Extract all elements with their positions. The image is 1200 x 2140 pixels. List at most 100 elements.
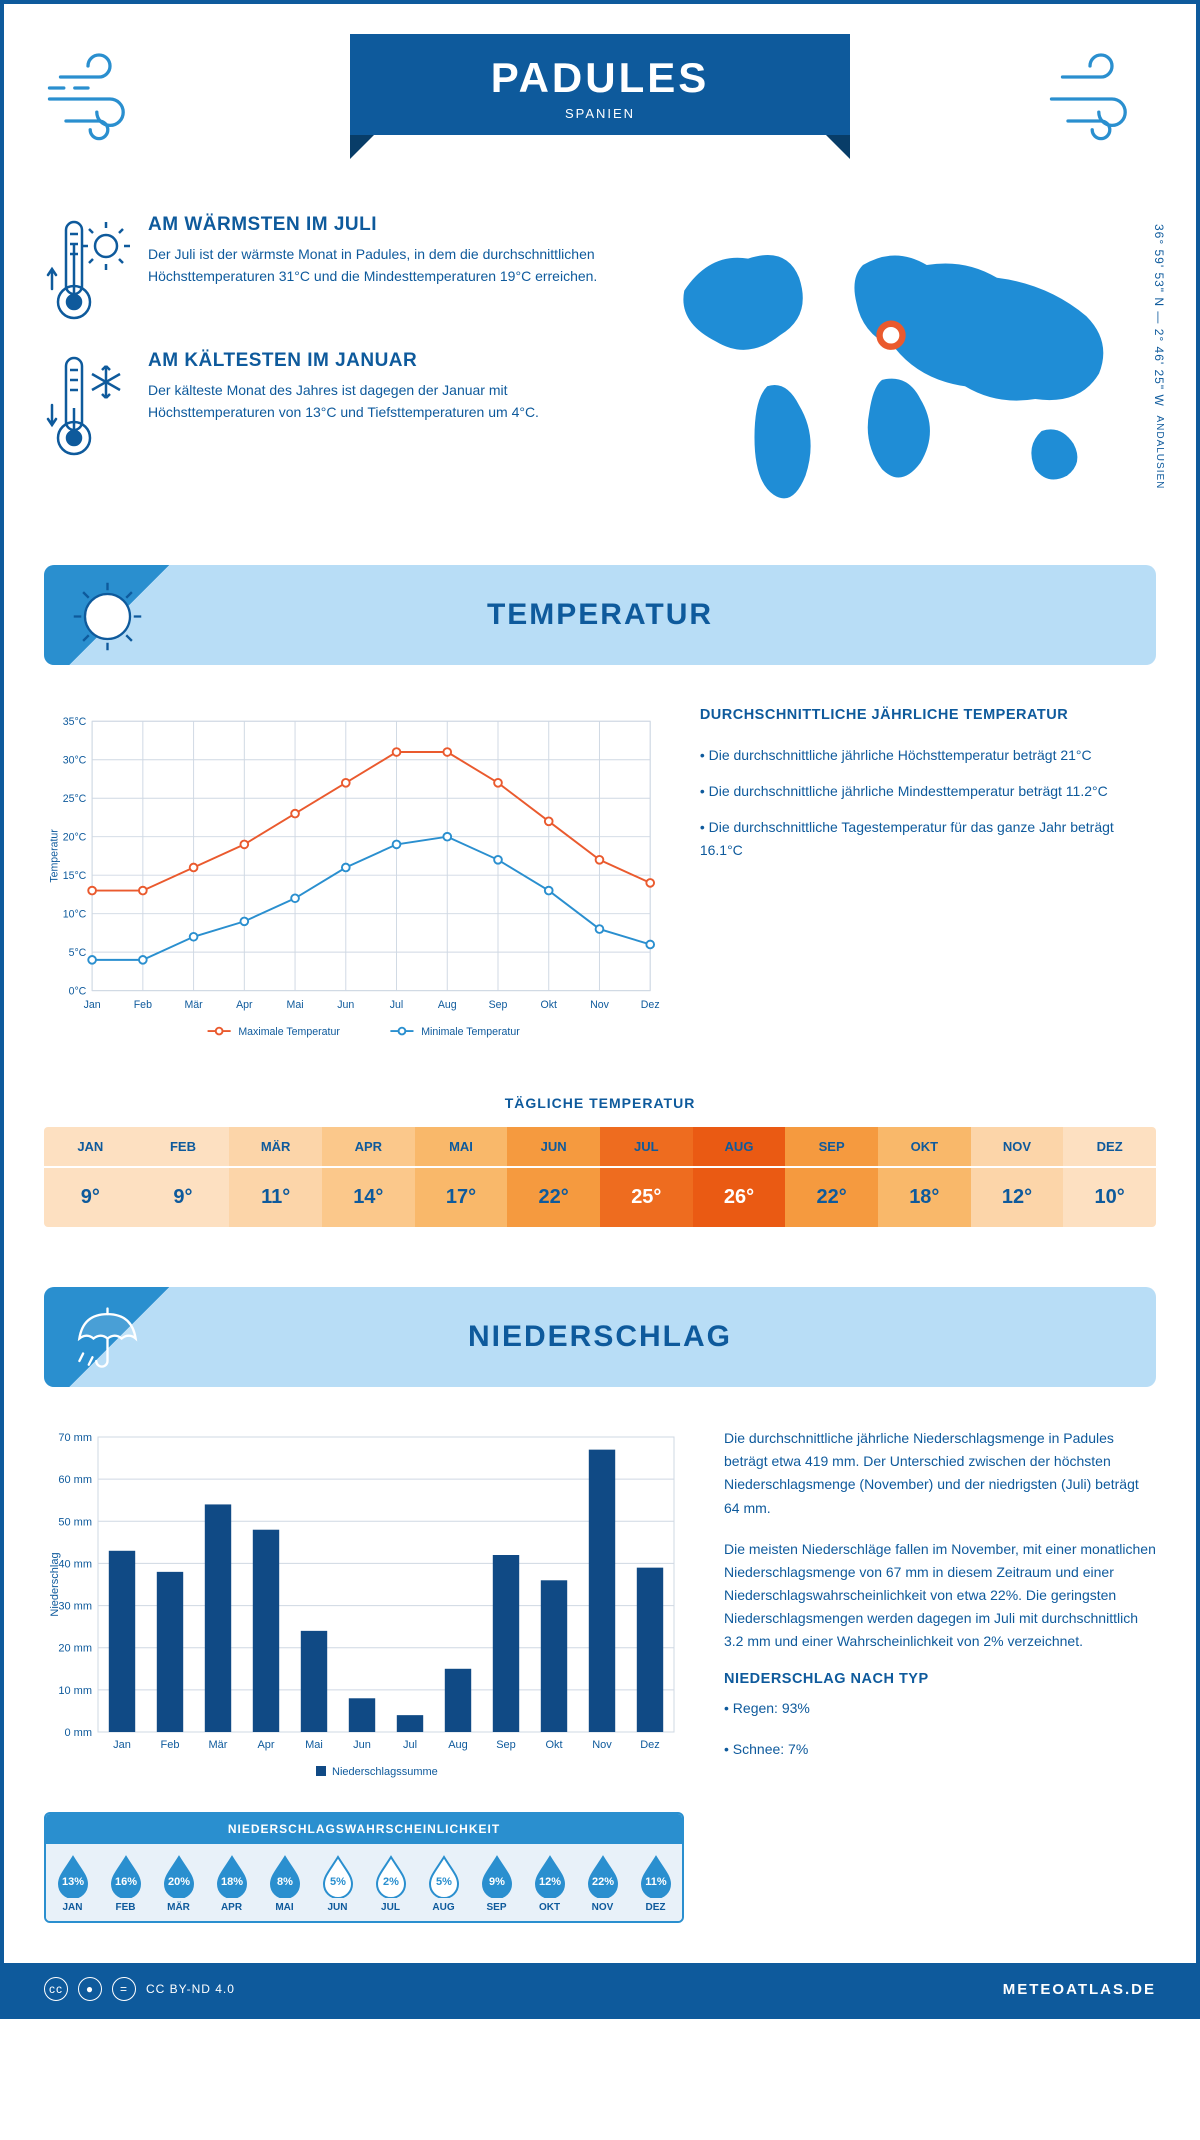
page-subtitle: SPANIEN <box>430 106 770 121</box>
fact-text: Der kälteste Monat des Jahres ist dagege… <box>148 380 606 423</box>
svg-text:2%: 2% <box>383 1876 399 1888</box>
table-header: NOV <box>971 1127 1064 1168</box>
table-cell: 22° <box>507 1168 600 1227</box>
svg-text:12%: 12% <box>538 1876 560 1888</box>
table-cell: 11° <box>229 1168 322 1227</box>
world-map <box>646 214 1156 520</box>
svg-text:0°C: 0°C <box>69 986 87 998</box>
precip-type: • Regen: 93% <box>724 1697 1156 1720</box>
svg-text:Okt: Okt <box>545 1739 562 1751</box>
cc-icon: cc <box>44 1977 68 2001</box>
prob-cell: 2%JUL <box>364 1844 417 1921</box>
svg-text:Aug: Aug <box>438 999 457 1011</box>
svg-text:Jun: Jun <box>353 1739 371 1751</box>
table-header: MÄR <box>229 1127 322 1168</box>
precip-para: Die durchschnittliche jährliche Niedersc… <box>724 1427 1156 1519</box>
table-header: DEZ <box>1063 1127 1156 1168</box>
table-header: SEP <box>785 1127 878 1168</box>
svg-text:Apr: Apr <box>236 999 253 1011</box>
temp-bullet: • Die durchschnittliche jährliche Mindes… <box>700 780 1156 802</box>
nd-icon: = <box>112 1977 136 2001</box>
fact-coldest: AM KÄLTESTEN IM JANUAR Der kälteste Mona… <box>44 350 606 460</box>
svg-text:22%: 22% <box>591 1876 613 1888</box>
table-cell: 10° <box>1063 1168 1156 1227</box>
svg-text:Niederschlag: Niederschlag <box>49 1553 61 1617</box>
svg-text:Dez: Dez <box>640 1739 660 1751</box>
fact-warmest: AM WÄRMSTEN IM JULI Der Juli ist der wär… <box>44 214 606 324</box>
table-cell: 9° <box>44 1168 137 1227</box>
prob-cell: 11%DEZ <box>629 1844 682 1921</box>
svg-text:Dez: Dez <box>641 999 660 1011</box>
svg-text:Nov: Nov <box>592 1739 612 1751</box>
title-banner: PADULES SPANIEN <box>350 34 850 135</box>
table-header: JUL <box>600 1127 693 1168</box>
svg-text:30 mm: 30 mm <box>58 1601 92 1613</box>
table-cell: 22° <box>785 1168 878 1227</box>
svg-text:Jul: Jul <box>403 1739 417 1751</box>
footer: cc ● = CC BY-ND 4.0 METEOATLAS.DE <box>4 1963 1196 2015</box>
svg-text:Apr: Apr <box>257 1739 274 1751</box>
svg-text:10°C: 10°C <box>63 909 87 921</box>
svg-text:Mär: Mär <box>209 1739 228 1751</box>
precip-type: • Schnee: 7% <box>724 1738 1156 1761</box>
svg-text:35°C: 35°C <box>63 716 87 728</box>
svg-text:18%: 18% <box>220 1876 242 1888</box>
header: PADULES SPANIEN <box>44 34 1156 184</box>
svg-text:Mär: Mär <box>184 999 203 1011</box>
section-title: TEMPERATUR <box>487 598 713 632</box>
table-cell: 26° <box>693 1168 786 1227</box>
svg-text:5%: 5% <box>436 1876 452 1888</box>
svg-text:20%: 20% <box>167 1876 189 1888</box>
svg-text:Minimale Temperatur: Minimale Temperatur <box>421 1026 520 1038</box>
svg-text:Temperatur: Temperatur <box>48 829 60 883</box>
svg-text:30°C: 30°C <box>63 755 87 767</box>
svg-text:Niederschlagssumme: Niederschlagssumme <box>332 1766 438 1778</box>
daily-temp-label: TÄGLICHE TEMPERATUR <box>44 1095 1156 1111</box>
svg-text:40 mm: 40 mm <box>58 1559 92 1571</box>
svg-text:Maximale Temperatur: Maximale Temperatur <box>238 1026 340 1038</box>
svg-text:Mai: Mai <box>287 999 304 1011</box>
prob-cell: 20%MÄR <box>152 1844 205 1921</box>
fact-title: AM KÄLTESTEN IM JANUAR <box>148 350 606 372</box>
page-title: PADULES <box>430 54 770 102</box>
svg-text:5°C: 5°C <box>69 947 87 959</box>
temperature-line-chart: 0°C5°C10°C15°C20°C25°C30°C35°CJanFebMärA… <box>44 705 660 1055</box>
section-header-precip: NIEDERSCHLAG <box>44 1287 1156 1387</box>
svg-text:20°C: 20°C <box>63 832 87 844</box>
precipitation-bar-chart: 0 mm10 mm20 mm30 mm40 mm50 mm60 mm70 mmJ… <box>44 1427 684 1787</box>
svg-text:Sep: Sep <box>496 1739 516 1751</box>
svg-text:Nov: Nov <box>590 999 610 1011</box>
precip-para: Die meisten Niederschläge fallen im Nove… <box>724 1538 1156 1653</box>
precip-type-title: NIEDERSCHLAG NACH TYP <box>724 1671 1156 1687</box>
sun-icon <box>70 579 145 654</box>
svg-text:70 mm: 70 mm <box>58 1432 92 1444</box>
table-header: MAI <box>415 1127 508 1168</box>
temp-bullet: • Die durchschnittliche jährliche Höchst… <box>700 744 1156 766</box>
coordinates: 36° 59' 53" N — 2° 46' 25" W ANDALUSIEN <box>1152 224 1166 489</box>
svg-text:8%: 8% <box>277 1876 293 1888</box>
svg-text:Sep: Sep <box>489 999 508 1011</box>
svg-text:Jul: Jul <box>390 999 404 1011</box>
license-text: CC BY-ND 4.0 <box>146 1982 235 1996</box>
wind-icon <box>1046 44 1156 154</box>
wind-icon <box>44 44 154 154</box>
svg-text:Okt: Okt <box>540 999 557 1011</box>
site-name: METEOATLAS.DE <box>1003 1981 1156 1998</box>
table-header: AUG <box>693 1127 786 1168</box>
svg-text:5%: 5% <box>330 1876 346 1888</box>
prob-cell: 18%APR <box>205 1844 258 1921</box>
svg-text:50 mm: 50 mm <box>58 1517 92 1529</box>
umbrella-icon <box>70 1301 145 1376</box>
prob-cell: 5%AUG <box>417 1844 470 1921</box>
svg-text:20 mm: 20 mm <box>58 1643 92 1655</box>
table-cell: 14° <box>322 1168 415 1227</box>
prob-cell: 13%JAN <box>46 1844 99 1921</box>
svg-text:Feb: Feb <box>134 999 152 1011</box>
svg-text:Jan: Jan <box>113 1739 131 1751</box>
svg-text:25°C: 25°C <box>63 793 87 805</box>
svg-text:16%: 16% <box>114 1876 136 1888</box>
section-title: NIEDERSCHLAG <box>468 1320 732 1354</box>
by-icon: ● <box>78 1977 102 2001</box>
svg-text:10 mm: 10 mm <box>58 1685 92 1697</box>
svg-text:60 mm: 60 mm <box>58 1474 92 1486</box>
